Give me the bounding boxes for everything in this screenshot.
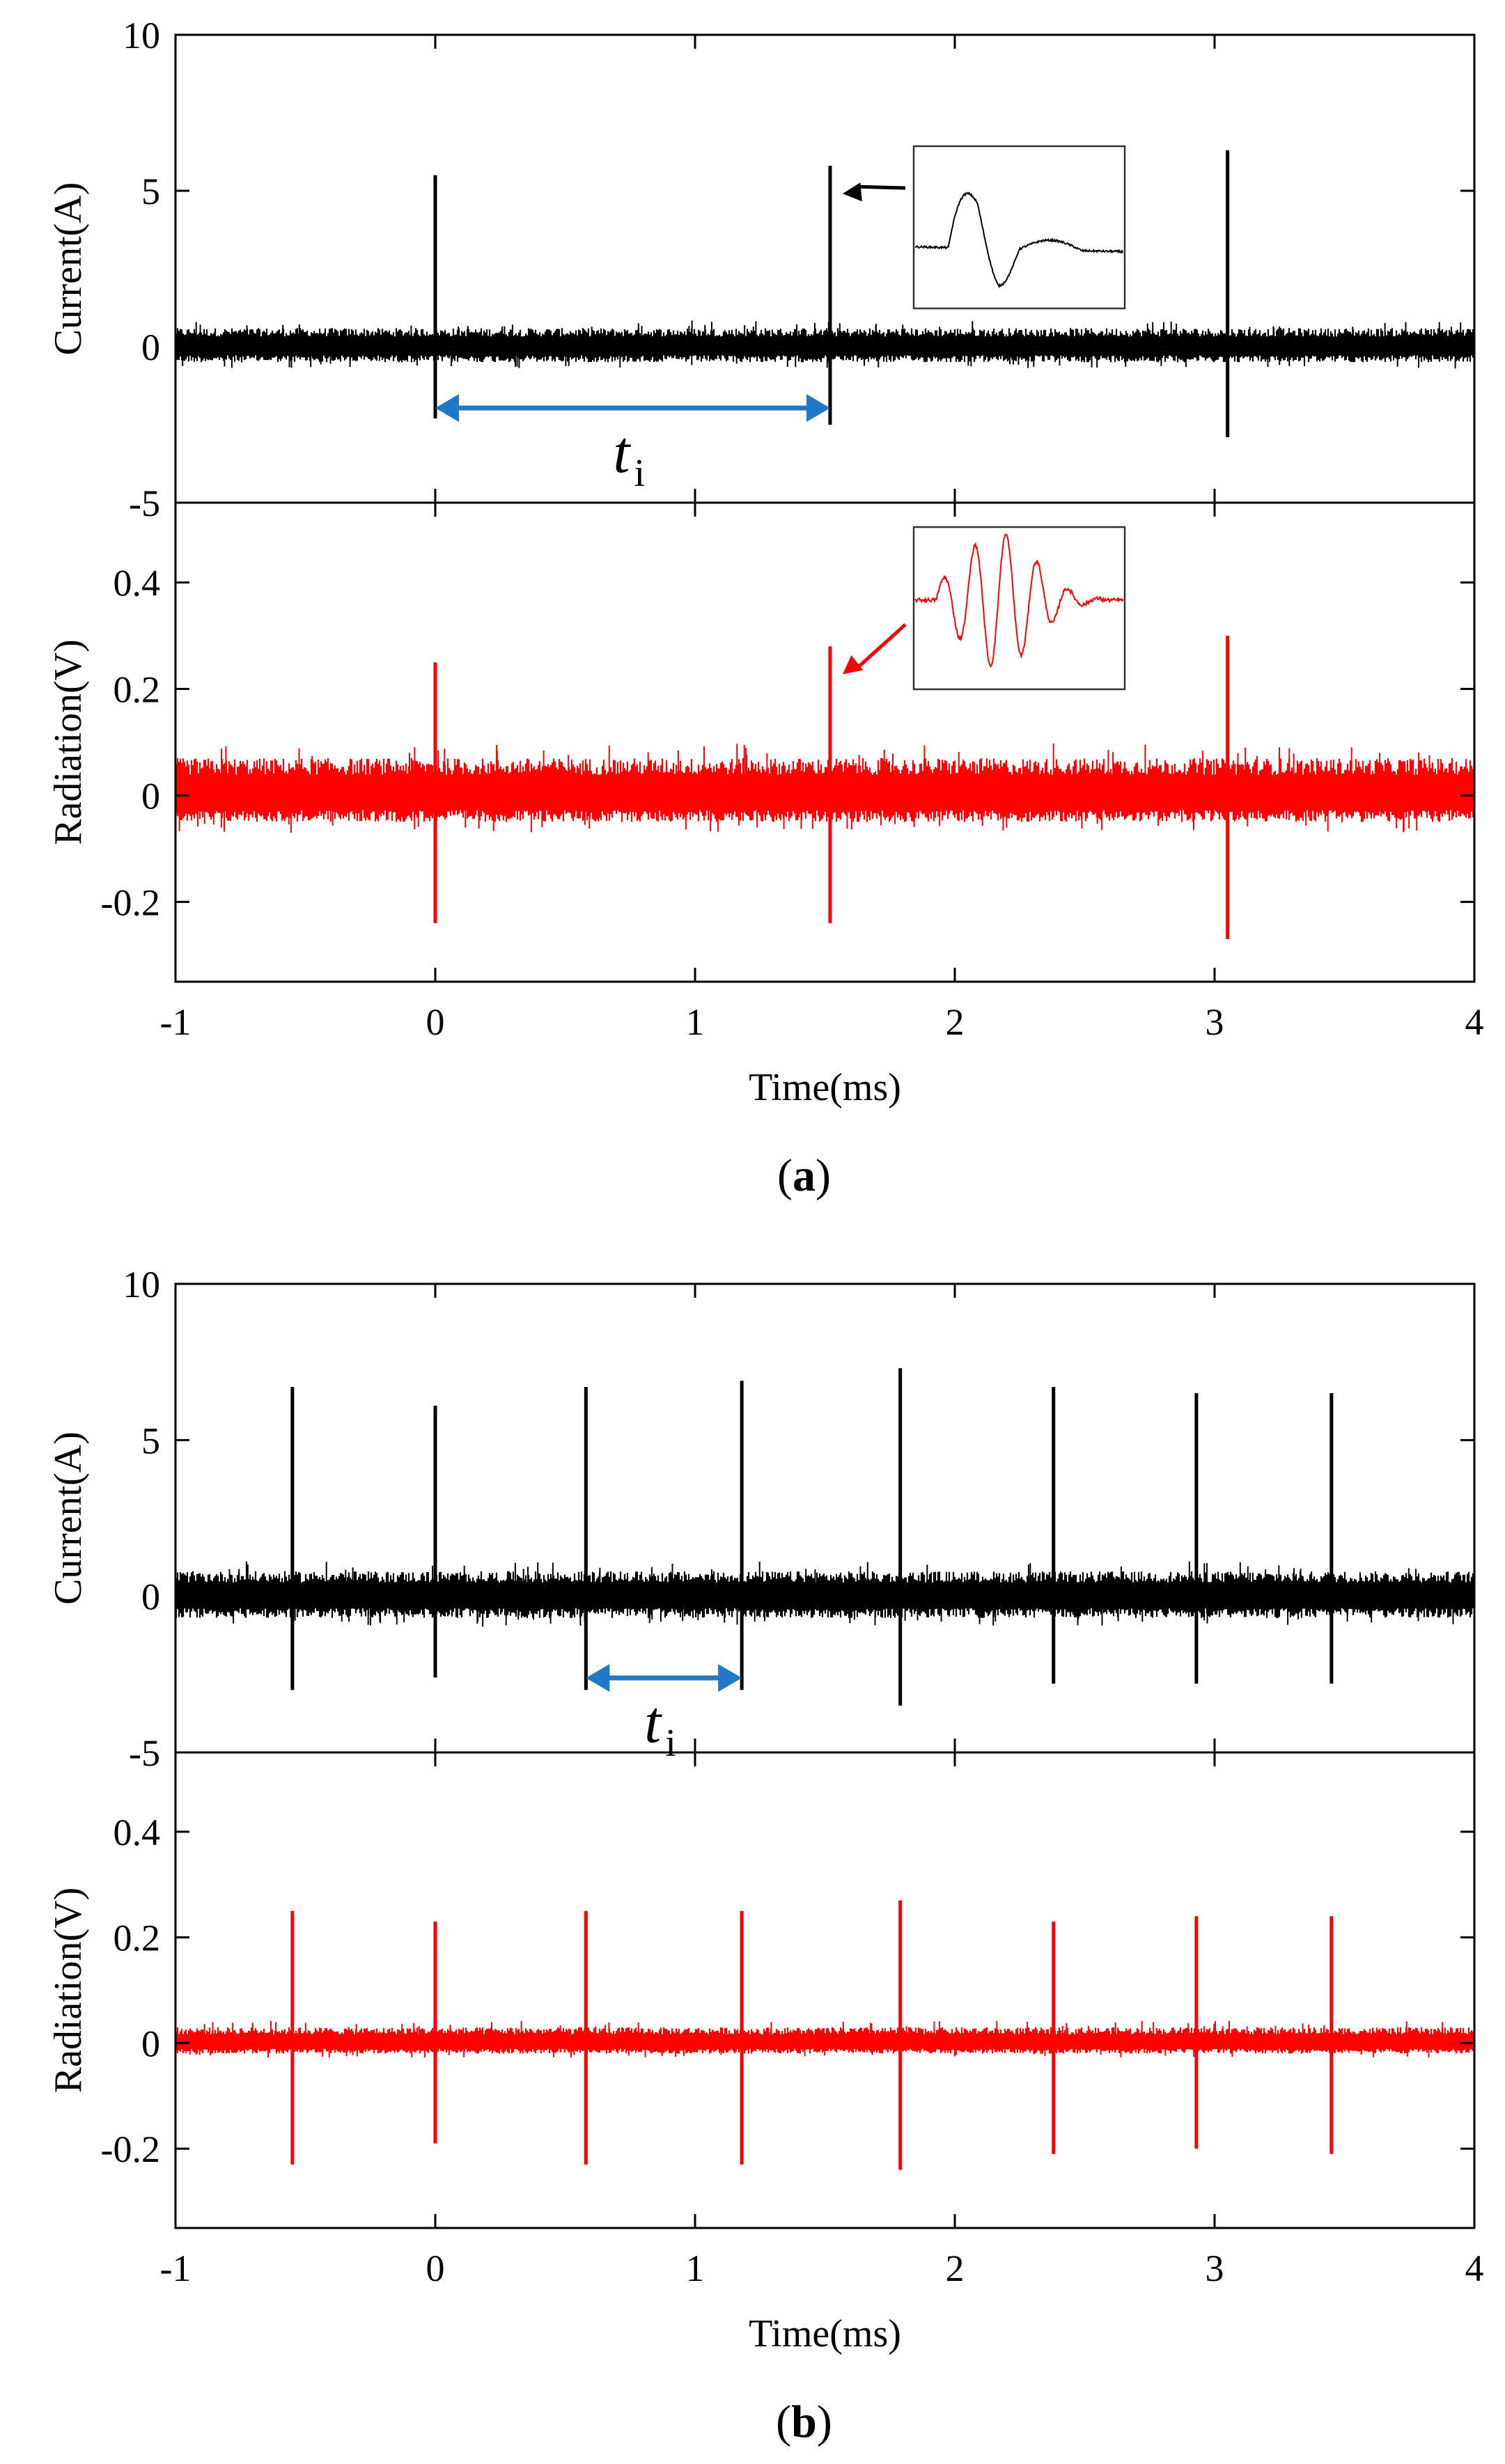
xtick-label: 3 bbox=[1206, 2247, 1224, 2289]
current-ytick-label: -5 bbox=[129, 1732, 160, 1774]
xtick-label: -1 bbox=[160, 2247, 192, 2289]
panel-caption: (b) bbox=[776, 2396, 832, 2447]
caption-letter: b bbox=[791, 2396, 817, 2447]
interval-arrow-head-right bbox=[718, 1664, 742, 1692]
interval-arrow-head-left bbox=[435, 394, 459, 422]
radiation-inset bbox=[842, 526, 1126, 691]
radiation-inset-pointer bbox=[857, 623, 907, 669]
radiation-subplot: -0.2 0 0.2 0.4 Radiation(V) bbox=[47, 1751, 1476, 2229]
interval-label-subscript: i bbox=[634, 452, 645, 495]
radiation-ytick-label: 0.4 bbox=[114, 563, 161, 604]
current-ylabel: Current(A) bbox=[47, 182, 90, 356]
radiation-ytick-label: 0 bbox=[141, 775, 160, 817]
xtick-label: 2 bbox=[946, 1001, 965, 1043]
current-inset-waveform bbox=[914, 191, 1123, 289]
radiation-ytick-label: 0.2 bbox=[114, 1917, 161, 1959]
current-ytick-label: 10 bbox=[123, 1264, 160, 1305]
current-subplot: -5 0 5 10 Current(A) t i bbox=[47, 15, 1476, 524]
xlabel: Time(ms) bbox=[749, 2312, 901, 2355]
xtick-label: 0 bbox=[426, 1001, 445, 1043]
radiation-ytick-label: -0.2 bbox=[101, 2128, 160, 2170]
xtick-label: 3 bbox=[1206, 1001, 1224, 1043]
current-axes-box bbox=[174, 1282, 1476, 1754]
current-noise-spikes bbox=[182, 320, 1462, 369]
current-inset bbox=[842, 145, 1126, 310]
current-ytick-label: 5 bbox=[141, 1420, 160, 1461]
radiation-noise-spikes bbox=[189, 2020, 1444, 2058]
current-inset-pointer-head bbox=[842, 182, 862, 202]
radiation-noise-spikes bbox=[178, 743, 1430, 833]
radiation-inset-waveform bbox=[914, 533, 1124, 668]
interval-arrow-head-left bbox=[586, 1664, 610, 1692]
xtick-label: 2 bbox=[946, 2247, 965, 2289]
current-ytick-label: 10 bbox=[123, 15, 160, 56]
radiation-inset-pointer-head bbox=[842, 655, 864, 675]
current-ytick-label: 5 bbox=[141, 171, 160, 212]
xlabel: Time(ms) bbox=[749, 1066, 901, 1109]
interval-label-subscript: i bbox=[665, 1722, 676, 1765]
xtick-label: 1 bbox=[686, 1001, 705, 1043]
current-inset-frame bbox=[912, 145, 1126, 310]
radiation-axes-box bbox=[174, 1751, 1476, 2229]
xtick-label: 4 bbox=[1465, 2247, 1484, 2289]
interval-label: t bbox=[613, 418, 631, 485]
interval-arrow-head-right bbox=[806, 394, 830, 422]
current-ytick-label: 0 bbox=[141, 1576, 160, 1618]
radiation-inset-frame bbox=[912, 526, 1126, 691]
xtick-label: 0 bbox=[426, 2247, 445, 2289]
current-ytick-label: -5 bbox=[129, 482, 160, 524]
radiation-ytick-label: 0.4 bbox=[114, 1812, 161, 1853]
current-subplot: -5 0 5 10 Current(A) t i bbox=[47, 1264, 1476, 1774]
caption-open: ( bbox=[776, 2396, 791, 2447]
xtick-label: 4 bbox=[1465, 1001, 1484, 1043]
radiation-ytick-label: -0.2 bbox=[101, 881, 160, 923]
current-inset-pointer bbox=[857, 185, 906, 190]
current-ylabel: Current(A) bbox=[47, 1431, 90, 1605]
caption-close: ) bbox=[817, 2396, 832, 2447]
caption-open: ( bbox=[777, 1150, 793, 1201]
caption-letter: a bbox=[793, 1150, 816, 1201]
current-ytick-label: 0 bbox=[141, 327, 160, 368]
radiation-ytick-label: 0.2 bbox=[114, 669, 161, 711]
current-noise-band bbox=[175, 328, 1474, 363]
radiation-ytick-label: 0 bbox=[141, 2023, 160, 2064]
radiation-ylabel: Radiation(V) bbox=[47, 1888, 90, 2093]
panel-caption: (a) bbox=[777, 1150, 831, 1201]
current-noise-spikes bbox=[228, 1561, 1454, 1627]
radiation-axes-box bbox=[174, 501, 1476, 983]
radiation-ylabel: Radiation(V) bbox=[47, 639, 90, 845]
xtick-label: 1 bbox=[686, 2247, 705, 2289]
xtick-label: -1 bbox=[160, 1001, 192, 1043]
interval-label: t bbox=[644, 1688, 662, 1755]
radiation-noise-band bbox=[175, 758, 1474, 822]
radiation-subplot: -0.2 0 0.2 0.4 Radiation(V) bbox=[47, 501, 1476, 983]
current-axes-box bbox=[174, 33, 1476, 504]
caption-close: ) bbox=[816, 1150, 831, 1201]
